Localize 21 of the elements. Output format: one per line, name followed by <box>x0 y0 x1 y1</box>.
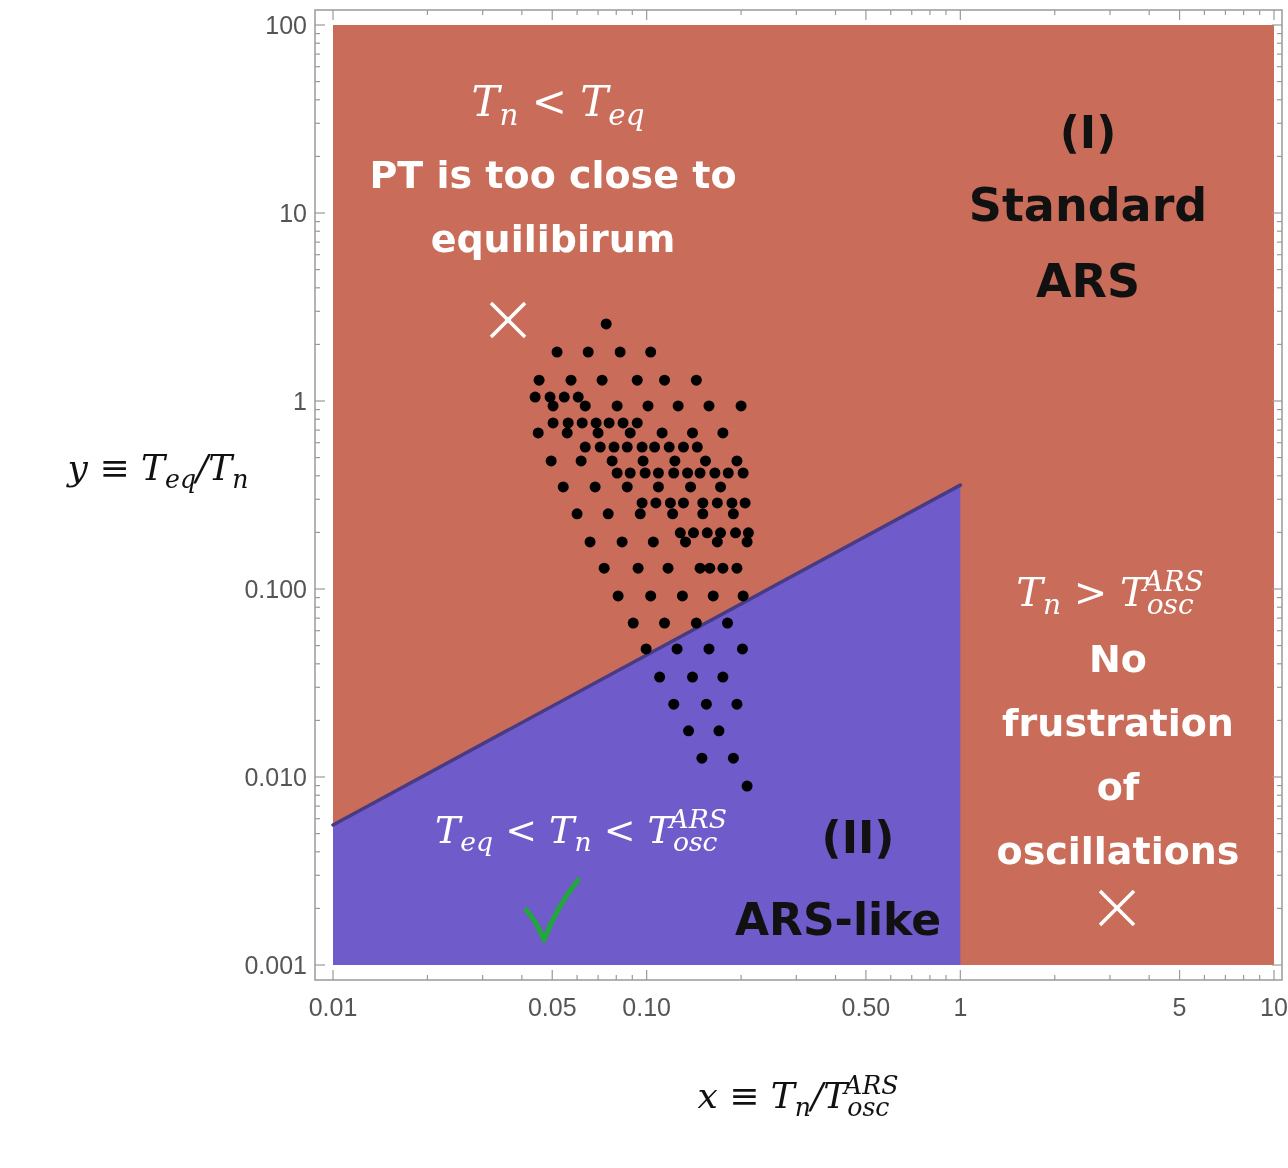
y-tick-label: 0.001 <box>244 951 307 979</box>
y-tick-label: 100 <box>265 11 307 39</box>
annotation: No frustration of oscillations <box>996 637 1240 873</box>
y-tick-label: 0.100 <box>244 575 307 603</box>
x-tick-label: 0.05 <box>527 993 577 1021</box>
x-tick-label: 0.01 <box>308 993 358 1021</box>
y-tick-label: 10 <box>279 199 307 227</box>
x-tick-label: 5 <box>1172 993 1187 1021</box>
x-tick-label: 0.10 <box>622 993 671 1021</box>
annotation: (II) <box>821 812 895 863</box>
y-tick-label: 0.010 <box>244 763 307 791</box>
y-axis-title: y ≡ T$_{eq}$/T$_{n}$ <box>65 447 249 494</box>
y-tick-label: 1 <box>293 387 307 415</box>
annotation: ARS-like <box>735 894 941 945</box>
x-tick-label: 1 <box>953 993 968 1021</box>
x-tick-label: 10 <box>1260 993 1288 1021</box>
annotation: PT is too close to equilibirum <box>369 153 737 261</box>
annotation: T$_{n}$ < T$_{eq}$ <box>471 77 645 132</box>
annotation: (I) <box>1059 107 1117 158</box>
x-tick-label: 0.50 <box>841 993 891 1021</box>
annotation: Standard ARS <box>968 178 1208 308</box>
